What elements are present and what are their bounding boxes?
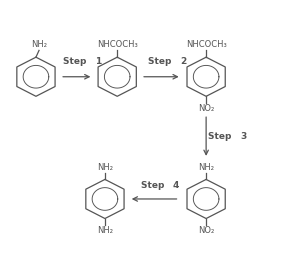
- Text: 1: 1: [95, 57, 102, 66]
- Text: 3: 3: [240, 132, 246, 141]
- Text: 4: 4: [172, 182, 179, 191]
- Text: 2: 2: [180, 57, 186, 66]
- Text: Step: Step: [148, 57, 175, 66]
- Text: NHCOCH₃: NHCOCH₃: [97, 40, 138, 49]
- Text: NH₂: NH₂: [97, 162, 113, 171]
- Text: NH₂: NH₂: [97, 226, 113, 235]
- Text: NH₂: NH₂: [31, 40, 47, 49]
- Text: Step: Step: [208, 132, 235, 141]
- Text: NH₂: NH₂: [198, 162, 214, 171]
- Text: NHCOCH₃: NHCOCH₃: [186, 40, 226, 49]
- Text: NO₂: NO₂: [198, 104, 214, 113]
- Text: NO₂: NO₂: [198, 226, 214, 235]
- Text: Step: Step: [141, 182, 167, 191]
- Text: Step: Step: [63, 57, 90, 66]
